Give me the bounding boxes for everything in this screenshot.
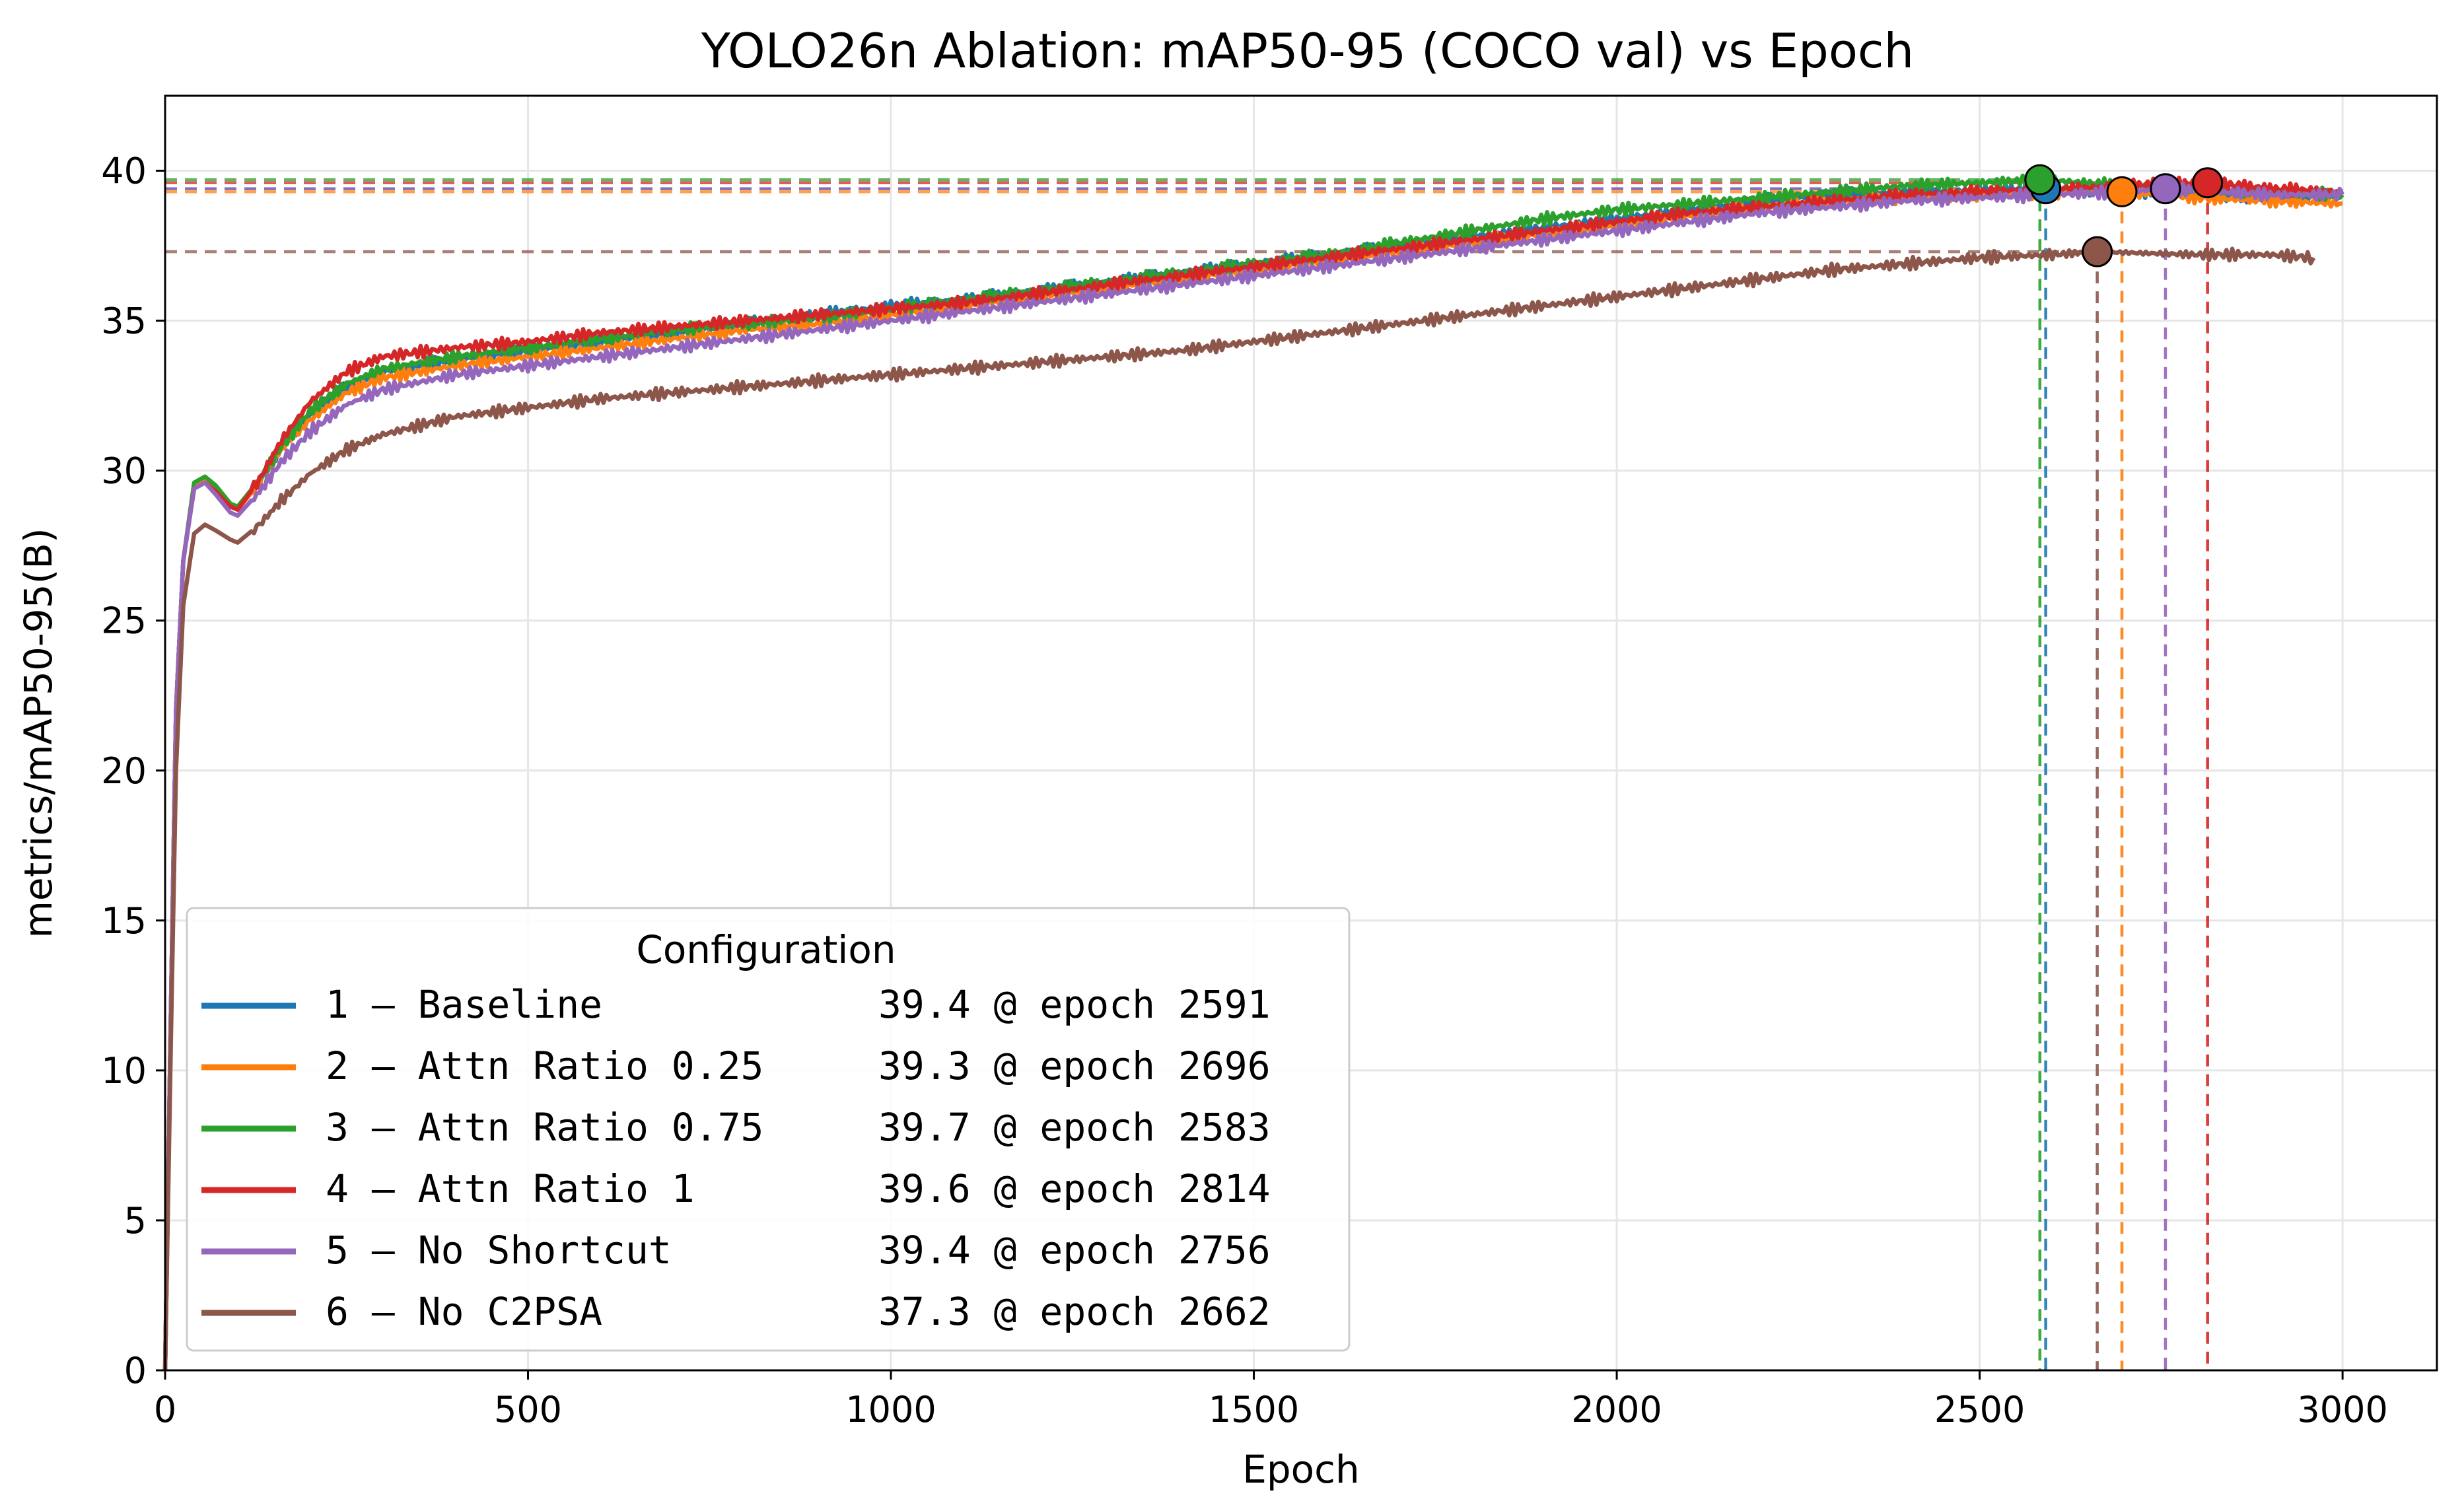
- best-point-3: [2024, 164, 2056, 195]
- legend-title: Configuration: [636, 927, 896, 972]
- best-point-4: [2192, 167, 2224, 199]
- x-tick-label: 2000: [1571, 1389, 1662, 1430]
- legend-entry-best-4: 39.6 @ epoch 2814: [878, 1166, 1271, 1211]
- series-line-6: [162, 246, 2316, 1371]
- legend: Configuration 1 – Baseline 39.4 @ epoch 2…: [186, 907, 1351, 1352]
- y-tick-label: 25: [101, 600, 147, 642]
- legend-entry-name-3: 3 – Attn Ratio 0.75: [326, 1105, 763, 1150]
- legend-entry-best-6: 37.3 @ epoch 2662: [878, 1289, 1271, 1334]
- x-tick-label: 1500: [1209, 1389, 1299, 1430]
- x-tick-label: 0: [154, 1389, 176, 1430]
- series-line-5: [162, 181, 2345, 1371]
- legend-entry-best-1: 39.4 @ epoch 2591: [878, 982, 1271, 1027]
- legend-entry-best-2: 39.3 @ epoch 2696: [878, 1043, 1271, 1088]
- y-axis-label: metrics/mAP50-95(B): [16, 528, 61, 938]
- chart-title: YOLO26n Ablation: mAP50-95 (COCO val) vs…: [701, 23, 1914, 79]
- legend-entry-name-5: 5 – No Shortcut: [326, 1228, 672, 1273]
- best-point-5: [2150, 173, 2181, 205]
- legend-entry-best-5: 39.4 @ epoch 2756: [878, 1228, 1271, 1273]
- legend-entry-name-1: 1 – Baseline: [326, 982, 602, 1027]
- series-line-3: [162, 172, 2344, 1371]
- y-tick-label: 20: [101, 750, 147, 792]
- y-tick-label: 5: [124, 1200, 147, 1242]
- y-tick-label: 10: [101, 1050, 147, 1092]
- y-tick-label: 40: [101, 151, 147, 192]
- legend-entry-name-2: 2 – Attn Ratio 0.25: [326, 1043, 763, 1088]
- x-tick-label: 1000: [845, 1389, 936, 1430]
- reference-lines: [165, 178, 2209, 1370]
- legend-entry-best-3: 39.7 @ epoch 2583: [878, 1105, 1271, 1150]
- series-lines: [162, 172, 2345, 1371]
- x-tick-label: 2500: [1934, 1389, 2025, 1430]
- y-axis: 0 5 10 15 20 25 30 35 40: [101, 151, 165, 1391]
- y-tick-label: 0: [124, 1350, 147, 1391]
- best-markers: [2024, 164, 2224, 267]
- x-axis-label: Epoch: [1242, 1447, 1360, 1492]
- x-axis: 0 500 1000 1500 2000 2500 3000: [154, 1370, 2388, 1430]
- y-tick-label: 15: [101, 900, 147, 942]
- legend-entry-name-6: 6 – No C2PSA: [326, 1289, 602, 1334]
- x-tick-label: 500: [494, 1389, 562, 1430]
- y-tick-label: 30: [101, 450, 147, 492]
- best-point-2: [2106, 176, 2138, 207]
- legend-entries: 1 – Baseline 39.4 @ epoch 2591 2 – Attn Ra…: [201, 982, 1271, 1334]
- plot-frame: [164, 94, 2438, 1372]
- x-tick-label: 3000: [2297, 1389, 2387, 1430]
- legend-entry-name-4: 4 – Attn Ratio 1: [326, 1166, 695, 1211]
- legend-box: [186, 907, 1351, 1352]
- best-point-6: [2082, 236, 2113, 267]
- y-tick-label: 35: [101, 300, 147, 342]
